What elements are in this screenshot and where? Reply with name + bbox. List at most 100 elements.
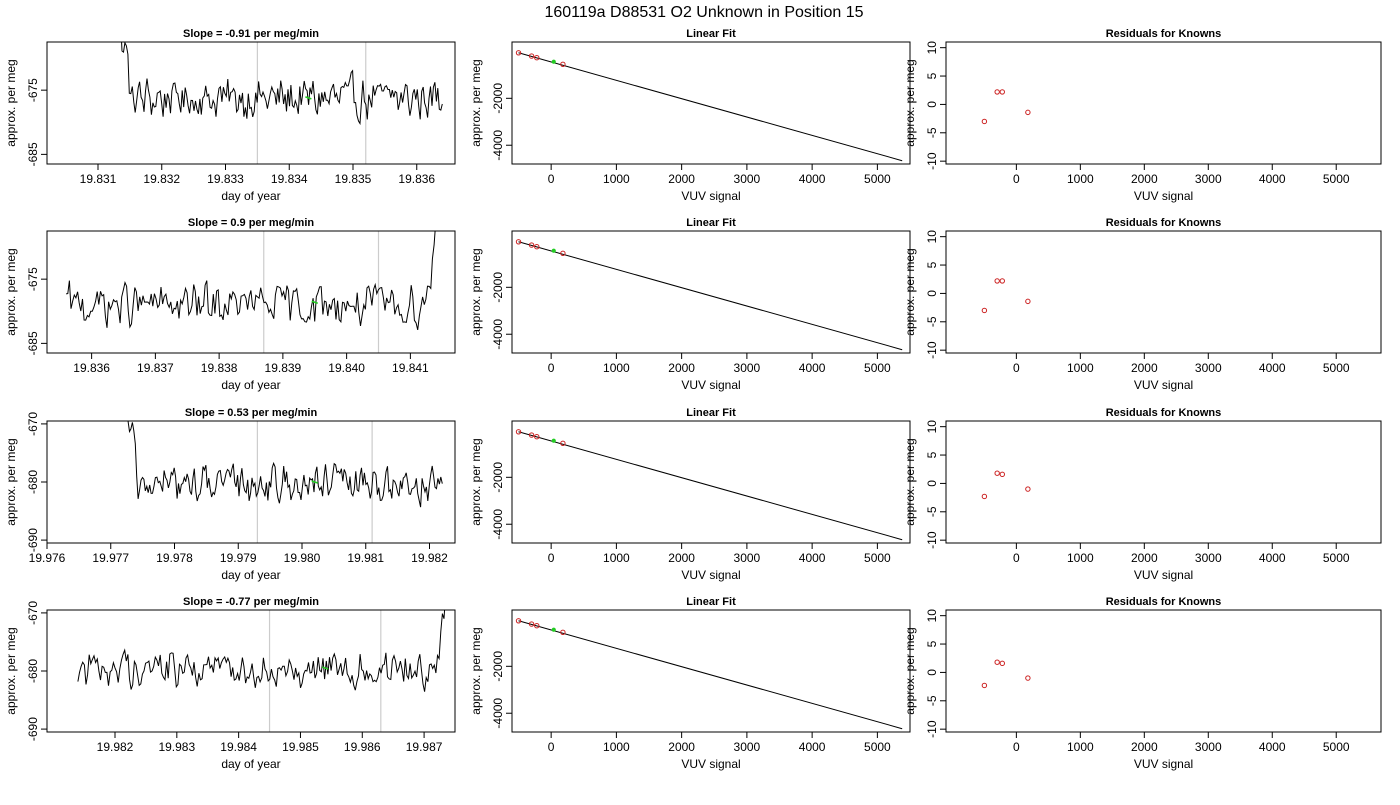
x-tick-label: 3000 xyxy=(1195,172,1222,186)
x-tick-label: 5000 xyxy=(1323,172,1350,186)
y-tick-label: -4000 xyxy=(491,319,505,350)
time-series-panel-row-3: Slope = 0.53 per meg/min 19.976 19.977 19.9… xyxy=(4,407,456,582)
y-tick-label: -10 xyxy=(925,720,939,738)
y-axis-label: approx. per meg xyxy=(469,59,483,146)
panel-title: Residuals for Knowns xyxy=(1106,28,1222,40)
x-axis-label: VUV signal xyxy=(681,189,740,203)
panel-title: Linear Fit xyxy=(686,217,736,229)
y-tick-label: -2000 xyxy=(491,83,505,114)
residual-point xyxy=(1025,298,1031,305)
plot-area xyxy=(981,278,1031,314)
plot-area xyxy=(515,429,903,541)
y-tick-label: -2000 xyxy=(491,651,505,682)
residual-point xyxy=(994,278,1000,284)
residual-point xyxy=(994,659,1000,665)
x-axis-label: day of year xyxy=(221,568,280,582)
y-tick-label: 10 xyxy=(925,41,939,55)
x-tick-label: 0 xyxy=(1013,551,1020,565)
x-axis-label: VUV signal xyxy=(1134,378,1193,392)
x-tick-label: 3000 xyxy=(1195,361,1222,375)
y-tick-label: 10 xyxy=(925,609,939,623)
x-tick-label: 3000 xyxy=(734,740,761,754)
x-tick-label: 4000 xyxy=(799,740,826,754)
x-tick-label: 19.982 xyxy=(97,740,134,754)
x-axis-label: VUV signal xyxy=(681,757,740,771)
linear-fit-panel-row-2: Linear Fit 0 1000 2000 3000 4000 5000 -2000 -400… xyxy=(469,217,911,392)
residual-point xyxy=(1025,109,1031,116)
panel-title: Slope = 0.53 per meg/min xyxy=(185,407,318,419)
time-series-panel-row-2: Slope = 0.9 per meg/min 19.836 19.837 19.83… xyxy=(4,217,456,392)
y-axis-label: approx. per meg xyxy=(903,627,917,714)
x-tick-label: 1000 xyxy=(1067,172,1094,186)
plot-frame xyxy=(46,230,456,354)
x-axis-label: day of year xyxy=(221,378,280,392)
x-tick-label: 1000 xyxy=(1067,361,1094,375)
y-tick-label: 0 xyxy=(925,290,939,297)
y-tick-label: 10 xyxy=(925,420,939,434)
data-trace xyxy=(77,610,446,692)
x-tick-label: 2000 xyxy=(1131,740,1158,754)
plot-frame xyxy=(945,230,1382,354)
plot-area xyxy=(77,610,446,732)
residual-point xyxy=(994,470,1000,476)
y-axis-label: approx. per meg xyxy=(4,248,18,335)
y-tick-label: -4000 xyxy=(491,698,505,729)
x-tick-label: 19.985 xyxy=(282,740,319,754)
residuals-panel-row-4: Residuals for Knowns 0 1000 2000 3000 4000 500… xyxy=(903,596,1382,771)
x-tick-label: 2000 xyxy=(668,740,695,754)
y-tick-label: -5 xyxy=(925,506,939,517)
x-tick-label: 5000 xyxy=(864,172,891,186)
x-tick-label: 4000 xyxy=(1259,551,1286,565)
panel-title: Linear Fit xyxy=(686,596,736,608)
known-point xyxy=(515,618,522,624)
y-tick-label: -670 xyxy=(26,412,40,436)
x-tick-label: 1000 xyxy=(1067,551,1094,565)
y-tick-label: -670 xyxy=(26,601,40,625)
residual-point xyxy=(1025,675,1031,681)
x-axis-label: VUV signal xyxy=(681,568,740,582)
unknown-segment xyxy=(311,300,318,304)
residual-point xyxy=(999,89,1005,95)
y-tick-label: -5 xyxy=(925,695,939,706)
residual-point xyxy=(999,471,1005,478)
fit-line xyxy=(518,431,903,541)
unknown-point xyxy=(551,627,556,632)
unknown-segment xyxy=(311,480,318,484)
known-point xyxy=(515,50,522,56)
known-point xyxy=(534,434,540,440)
residuals-panel-row-2: Residuals for Knowns 0 1000 2000 3000 4000 500… xyxy=(903,217,1382,392)
residual-point xyxy=(981,493,988,500)
x-tick-label: 19.981 xyxy=(347,551,384,565)
x-tick-label: 1000 xyxy=(603,740,630,754)
known-point xyxy=(560,61,566,67)
y-tick-label: -685 xyxy=(26,331,40,355)
x-tick-label: 3000 xyxy=(1195,551,1222,565)
x-tick-label: 19.983 xyxy=(158,740,195,754)
x-axis-label: VUV signal xyxy=(681,378,740,392)
x-tick-label: 19.838 xyxy=(201,361,238,375)
plot-area xyxy=(981,659,1031,689)
known-point xyxy=(528,242,535,248)
plot-area xyxy=(515,50,903,162)
x-tick-label: 2000 xyxy=(668,172,695,186)
plot-frame xyxy=(945,41,1382,165)
x-tick-label: 4000 xyxy=(799,361,826,375)
residuals-panel-row-3: Residuals for Knowns 0 1000 2000 3000 4000 500… xyxy=(903,407,1382,582)
x-axis-label: VUV signal xyxy=(1134,568,1193,582)
x-tick-label: 4000 xyxy=(1259,740,1286,754)
y-tick-label: -675 xyxy=(26,267,40,291)
time-series-panel-row-4: Slope = -0.77 per meg/min 19.982 19.983 19.… xyxy=(4,596,456,771)
x-tick-label: 0 xyxy=(548,740,555,754)
x-tick-label: 4000 xyxy=(1259,361,1286,375)
x-tick-label: 1000 xyxy=(603,551,630,565)
known-point xyxy=(560,250,566,256)
x-tick-label: 19.986 xyxy=(344,740,381,754)
x-tick-label: 19.841 xyxy=(392,361,429,375)
known-point xyxy=(534,55,540,61)
x-axis-label: VUV signal xyxy=(1134,757,1193,771)
known-point xyxy=(534,623,540,629)
x-tick-label: 0 xyxy=(548,172,555,186)
y-tick-label: 5 xyxy=(925,261,939,268)
x-tick-label: 19.833 xyxy=(207,172,244,186)
